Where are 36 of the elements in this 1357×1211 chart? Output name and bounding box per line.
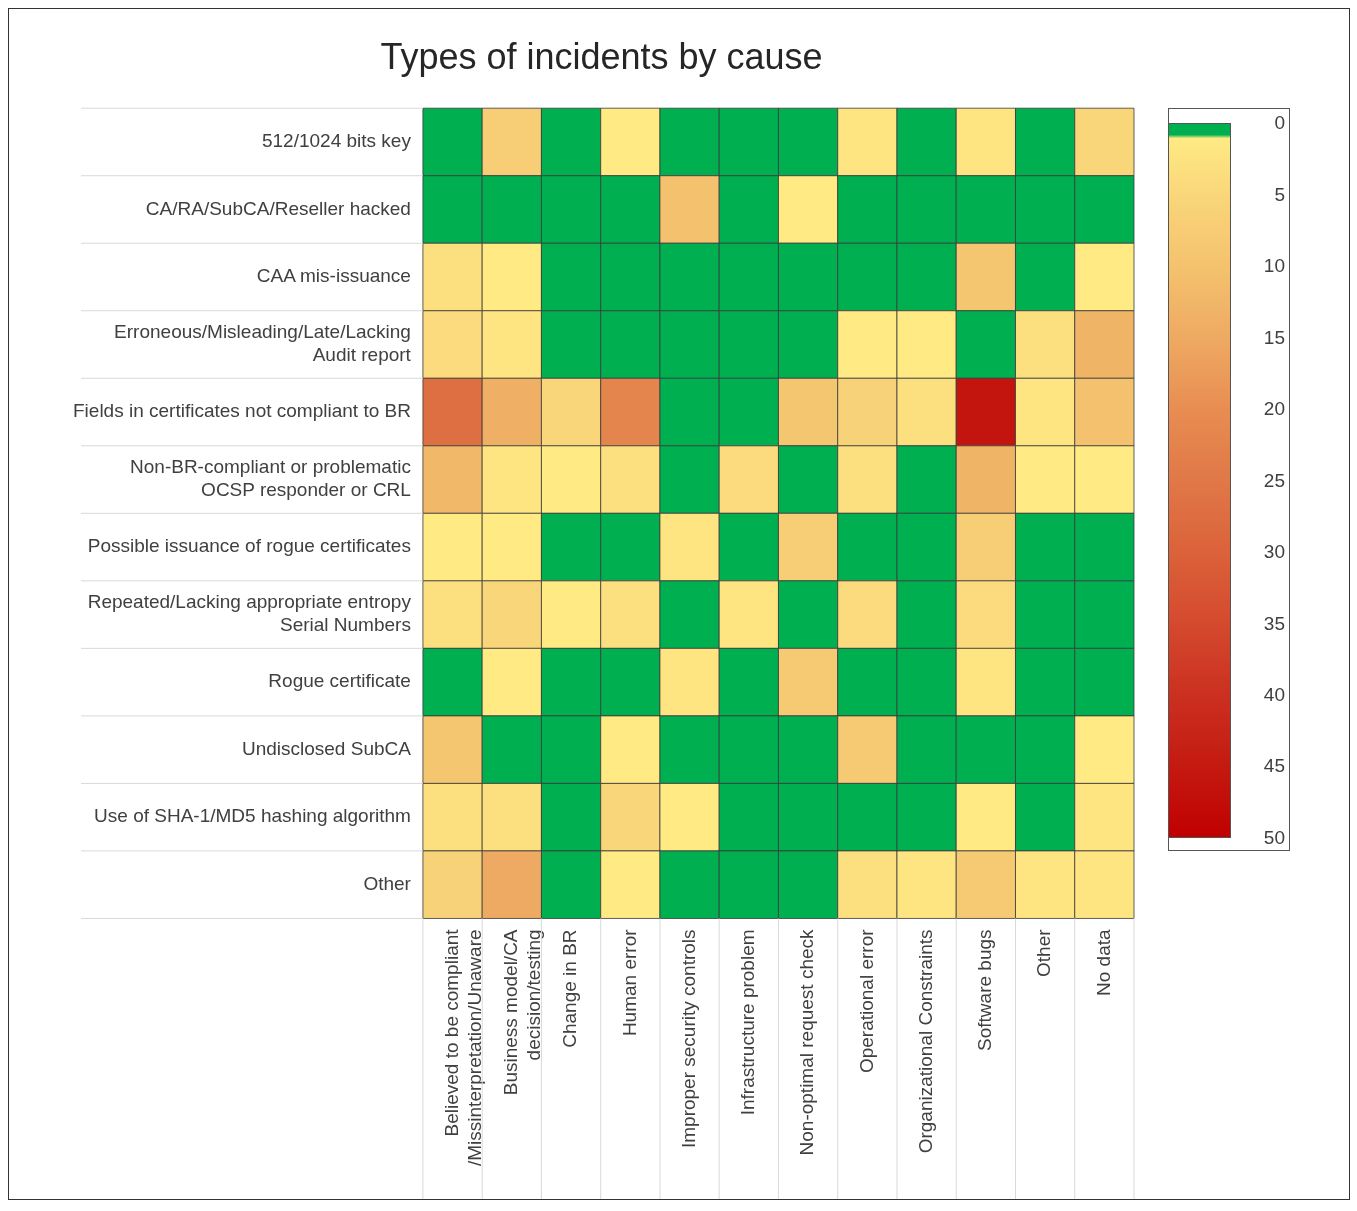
- x-tick-label: No data: [1092, 929, 1114, 996]
- y-tick-label: Non-BR-compliant or problematic OCSP responder or CRL: [130, 456, 411, 501]
- color-bar-label: 5: [1274, 183, 1285, 206]
- y-tick-label: CAA mis-issuance: [256, 265, 411, 287]
- chart-title: Types of incidents by cause: [380, 35, 823, 77]
- x-tick-label: Other: [1033, 928, 1055, 977]
- x-tick-label: Non-optimal request check: [796, 928, 818, 1156]
- x-tick-label: Business model/CA decision/testing: [500, 929, 544, 1096]
- color-bar-label: 20: [1263, 398, 1285, 421]
- x-tick-label: Change in BR: [559, 929, 581, 1048]
- y-tick-label: Rogue certificate: [268, 670, 411, 692]
- color-bar-label: 0: [1274, 112, 1285, 135]
- color-bar-label: 50: [1263, 826, 1285, 849]
- y-tick-label: Use of SHA-1/MD5 hashing algorithm: [94, 805, 411, 827]
- y-tick-label: 512/1024 bits key: [261, 130, 412, 152]
- color-bar-label: 30: [1263, 541, 1285, 564]
- x-tick-label: Organizational Constraints: [914, 929, 936, 1154]
- y-tick-label: Repeated/Lacking appropriate entropy Serial Numbers: [87, 591, 412, 636]
- y-tick-label: Erroneous/Misleading/Late/Lacking Audit report: [114, 321, 412, 366]
- y-tick-label: Other: [363, 872, 412, 894]
- x-tick-label: Human error: [618, 928, 640, 1037]
- color-bar-label: 35: [1263, 612, 1285, 635]
- x-tick-label: Infrastructure problem: [737, 929, 759, 1116]
- x-tick-label: Believed to be compliant /Missinterpretation/Unaware: [440, 928, 485, 1166]
- y-tick-label: CA/RA/SubCA/Reseller hacked: [145, 197, 411, 219]
- y-tick-label: Possible issuance of rogue certificates: [87, 535, 411, 557]
- x-tick-label: Improper security controls: [677, 929, 699, 1149]
- y-tick-label: Fields in certificates not compliant to BR: [73, 400, 411, 422]
- y-tick-label: Undisclosed SubCA: [241, 737, 412, 759]
- x-tick-label: Software bugs: [974, 929, 996, 1051]
- color-bar-label: 15: [1263, 326, 1285, 349]
- color-bar-label: 25: [1263, 469, 1285, 492]
- color-bar-label: 10: [1263, 255, 1285, 278]
- x-tick-label: Operational error: [855, 928, 877, 1074]
- color-bar-label: 40: [1263, 683, 1285, 706]
- color-bar-label: 45: [1263, 755, 1285, 778]
